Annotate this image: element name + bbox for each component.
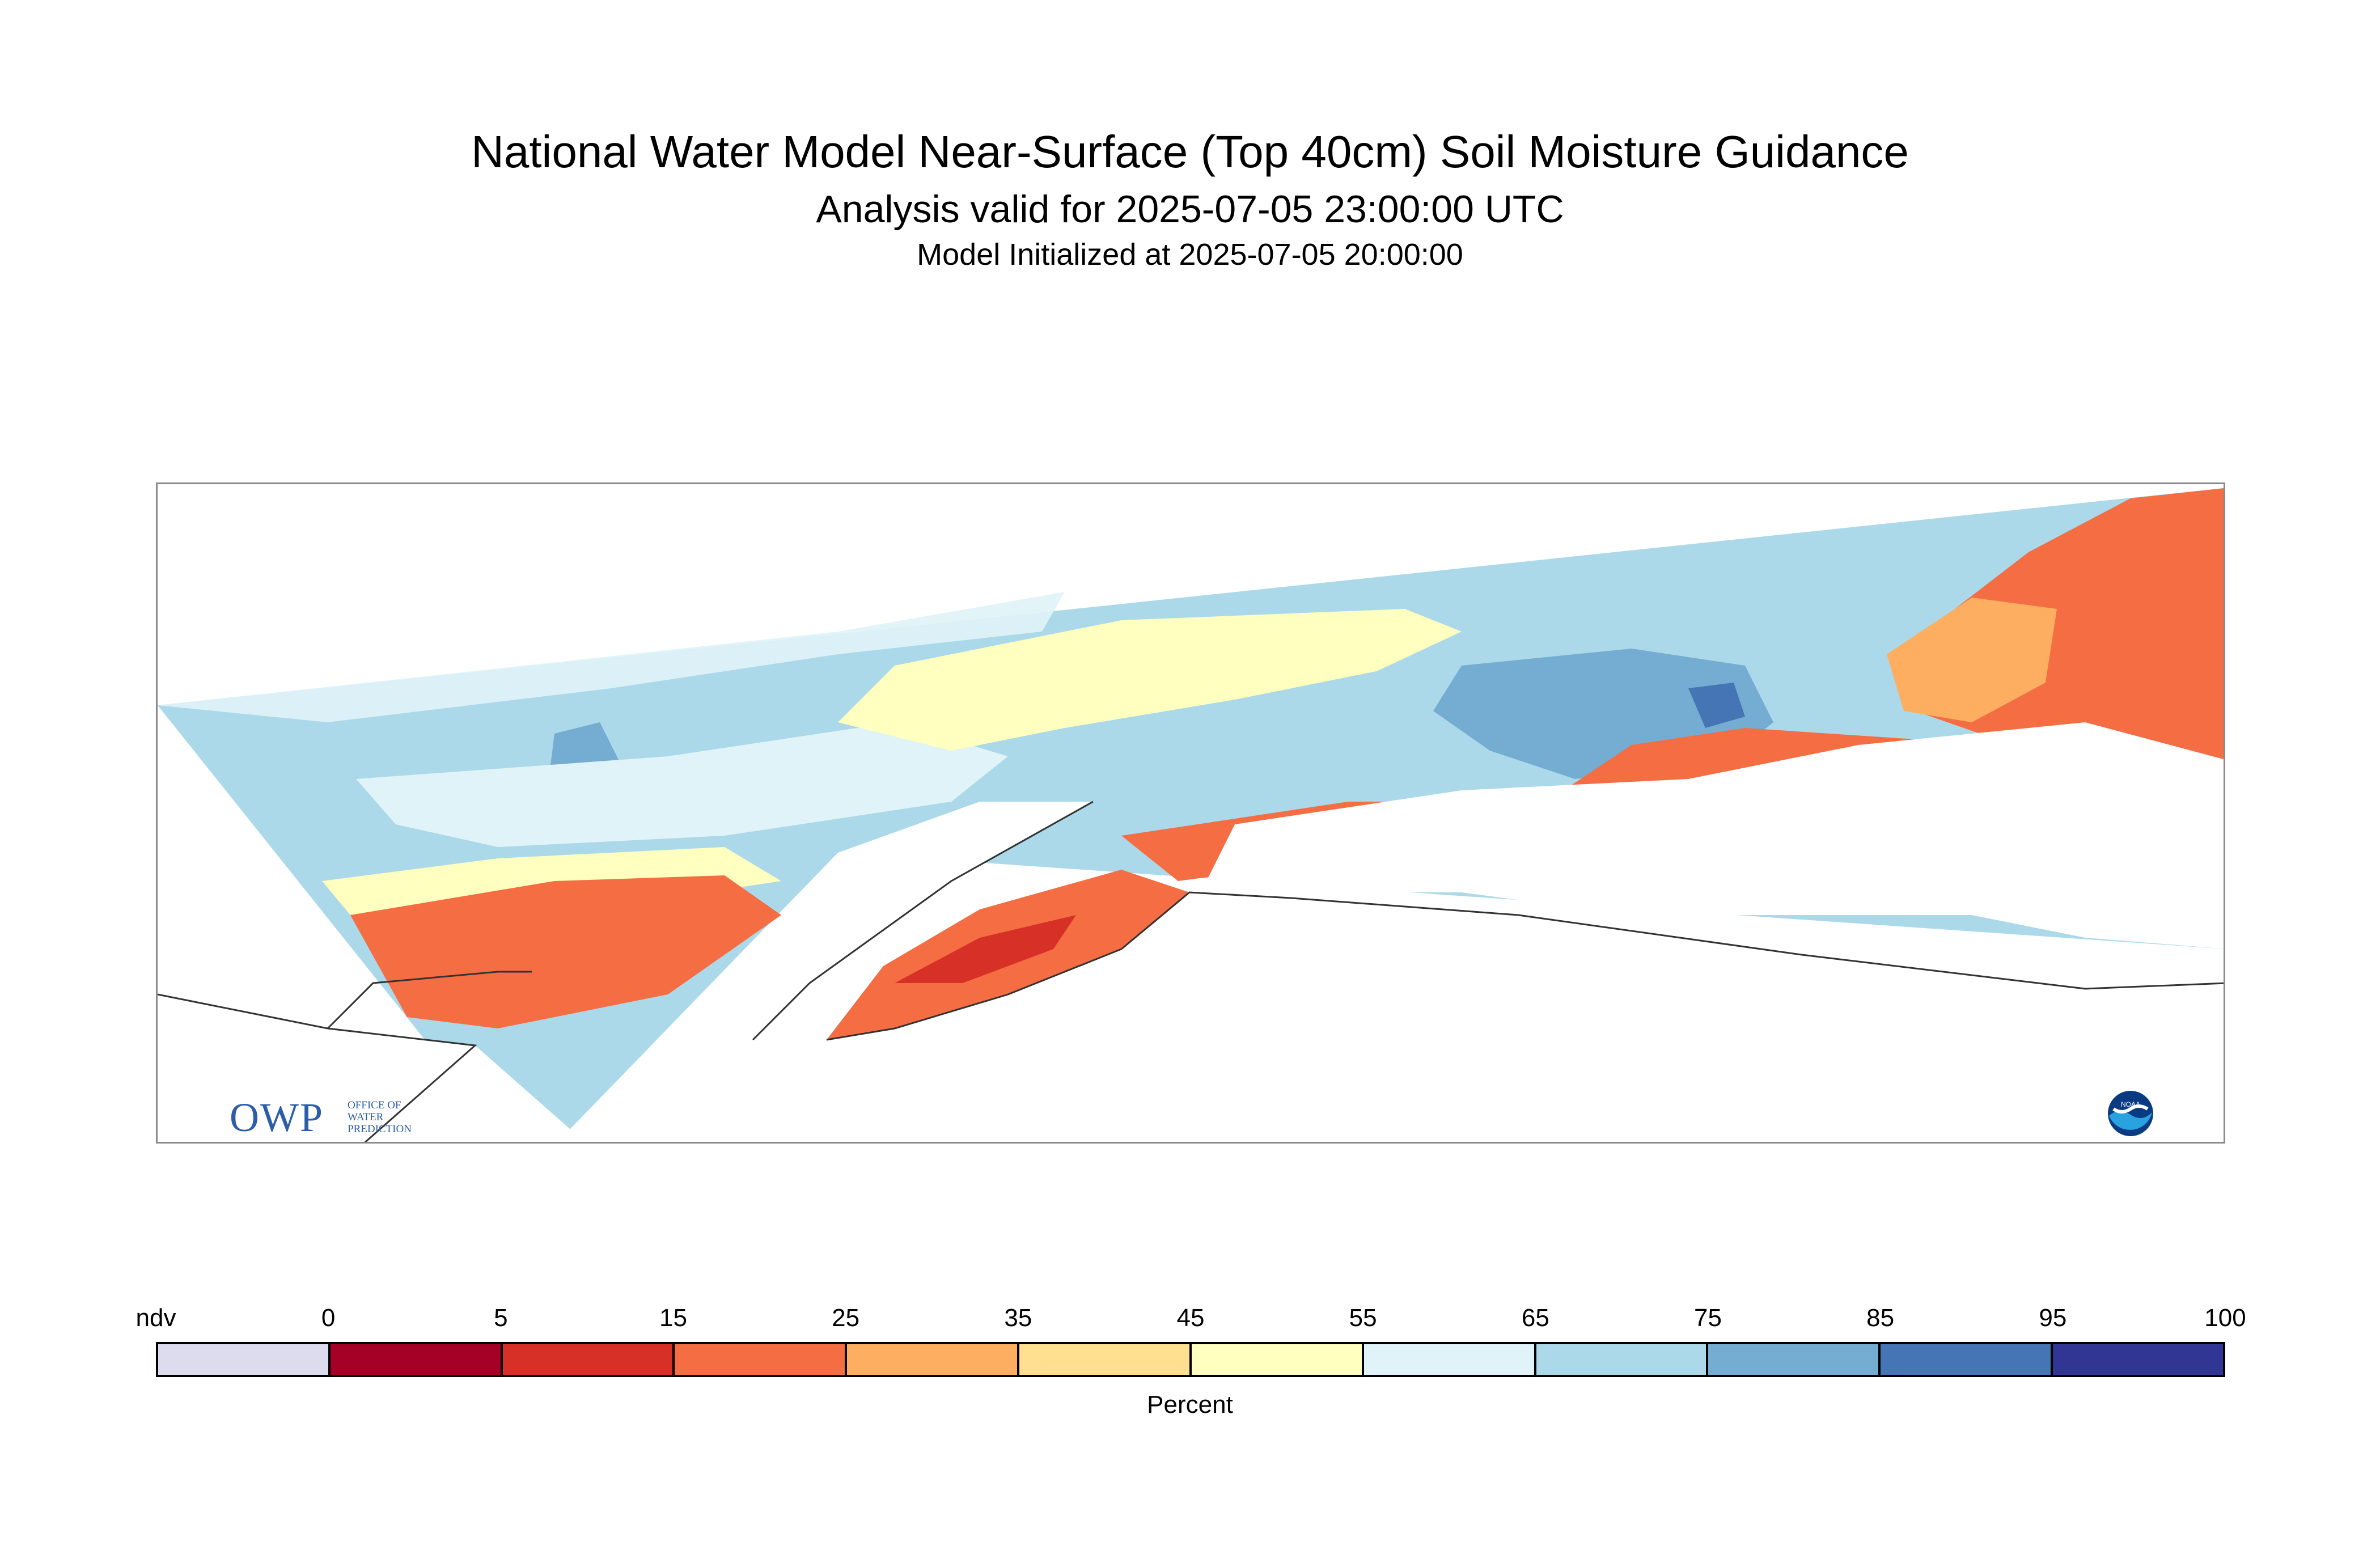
owp-logo-letters: OWP — [230, 1095, 324, 1140]
colorbar-bin-0 — [158, 1344, 331, 1375]
colorbar-bin-3 — [675, 1344, 848, 1375]
owp-logo-line3: PREDICTION — [348, 1123, 412, 1135]
coastline — [158, 801, 2224, 1142]
colorbar-bin-5 — [1019, 1344, 1192, 1375]
colorbar — [156, 1342, 2225, 1377]
colorbar-bin-2 — [502, 1344, 675, 1375]
south-ocean — [758, 915, 2224, 1142]
colorbar-bin-1 — [330, 1344, 503, 1375]
owp-logo-subtext: OFFICE OF WATER PREDICTION — [348, 1099, 412, 1135]
colorbar-unit-label: Percent — [1147, 1391, 1233, 1418]
colorbar-tick-label: 55 — [1349, 1304, 1377, 1332]
colorbar-tick-label: 100 — [2204, 1304, 2246, 1332]
soil-moisture-map — [158, 488, 2224, 1142]
colorbar-tick-label: ndv — [135, 1304, 176, 1332]
dry-east-light — [1887, 598, 2057, 722]
colorbar-tick-label: 35 — [1004, 1304, 1032, 1332]
colorbar-tick-label: 25 — [832, 1304, 860, 1332]
moist-patch-c — [1688, 683, 1745, 728]
colorbar-bin-7 — [1363, 1344, 1536, 1375]
colorbar-bin-6 — [1191, 1344, 1364, 1375]
owp-logo-line2: WATER — [348, 1111, 384, 1123]
dry-west — [350, 875, 781, 1028]
colorbar-tick-label: 0 — [321, 1304, 336, 1332]
map-title: National Water Model Near-Surface (Top 4… — [471, 126, 1909, 177]
owp-logo-line1: OFFICE OF — [348, 1099, 401, 1111]
dry-peninsula-core — [895, 915, 1076, 983]
light-interior — [356, 722, 1008, 847]
dry-east — [1915, 488, 2224, 802]
colorbar-bin-11 — [2053, 1344, 2223, 1375]
cook-inlet-water — [725, 802, 1093, 1040]
colorbar-tick-label: 15 — [659, 1304, 687, 1332]
colorbar-tick-label: 5 — [494, 1304, 508, 1332]
colorbar-tick-label: 85 — [1866, 1304, 1895, 1332]
map-subtitle: Analysis valid for 2025-07-05 23:00:00 U… — [816, 188, 1564, 231]
glacier-region — [1206, 722, 2224, 949]
owp-logo: OWP OFFICE OF WATER PREDICTION — [230, 1097, 428, 1138]
colorbar-bin-4 — [847, 1344, 1020, 1375]
colorbar-bin-8 — [1536, 1344, 1709, 1375]
colorbar-bin-9 — [1708, 1344, 1881, 1375]
colorbar-tick-label: 45 — [1176, 1304, 1205, 1332]
init-time-label: Model Initialized at 2025-07-05 20:00:00 — [917, 238, 1463, 272]
yellow-band — [838, 609, 1462, 751]
noaa-logo: NOAA — [2108, 1091, 2153, 1136]
colorbar-tick-label: 65 — [1521, 1304, 1549, 1332]
noaa-logo-text: NOAA — [2121, 1100, 2140, 1108]
colorbar-tick-label: 95 — [2039, 1304, 2067, 1332]
map-panel — [156, 482, 2225, 1144]
colorbar-bin-10 — [1881, 1344, 2053, 1375]
colorbar-tick-label: 75 — [1694, 1304, 1722, 1332]
bristol-bay-water — [158, 994, 585, 1142]
northern-belt — [158, 592, 1065, 722]
